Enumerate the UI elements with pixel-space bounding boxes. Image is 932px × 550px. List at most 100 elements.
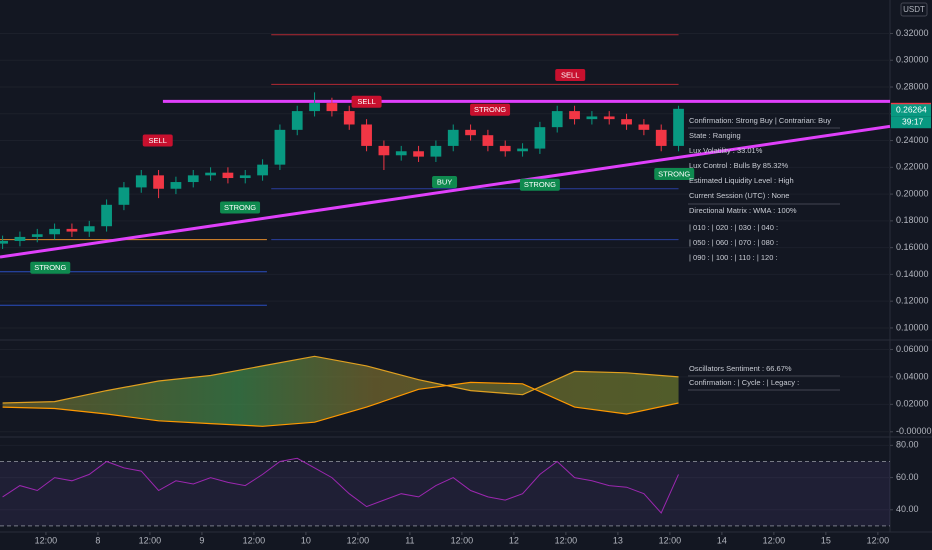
signal-label [220, 201, 261, 214]
candle-body [673, 108, 684, 146]
x-tick-label: 12:00 [451, 535, 474, 545]
x-tick-label: 15 [821, 535, 831, 545]
price-badge-text: 0.26264 [896, 104, 927, 114]
y-tick-label: 0.30000 [896, 55, 929, 65]
signal-text: SELL [561, 70, 579, 79]
candle-body [482, 135, 494, 146]
x-tick-label: 12:00 [659, 535, 682, 545]
x-tick-label: 13 [613, 535, 623, 545]
x-tick-label: 12:00 [139, 535, 162, 545]
x-tick-label: 14 [717, 535, 727, 545]
candle-body [222, 172, 234, 179]
x-tick-label: 12:00 [347, 535, 370, 545]
x-tick-label: 12:00 [243, 535, 266, 545]
signal-text: SELL [357, 97, 375, 106]
y-tick-label: 0.06000 [896, 344, 929, 354]
dashboard-line: | 010 : | 020 : | 030 : | 040 : [689, 223, 778, 232]
signal-text: STRONG [658, 170, 690, 179]
y-tick-label: 0.32000 [896, 28, 929, 38]
signal-text: STRONG [474, 105, 506, 114]
candle-body [343, 111, 355, 125]
dashboard-line: Lux Control : Bulls By 85.32% [689, 161, 789, 170]
candle-body [83, 226, 95, 232]
signal-text: STRONG [524, 180, 556, 189]
rsi-line [2, 457, 679, 514]
dashboard-line: Oscillators Sentiment : 66.67% [689, 364, 792, 373]
candle-body [621, 119, 632, 125]
signal-label [654, 168, 695, 181]
y-tick-label: 0.04000 [896, 371, 929, 381]
candle-body [465, 129, 476, 136]
dashboard-line: Estimated Liquidity Level : High [689, 176, 794, 185]
signal-text: STRONG [224, 203, 256, 212]
dashboard-line: State : Ranging [689, 131, 741, 140]
y-tick-label: 80.00 [896, 440, 919, 450]
dashboard-line: Current Session (UTC) : None [689, 191, 789, 200]
x-tick-label: 12:00 [555, 535, 578, 545]
candle-body [291, 111, 303, 130]
currency: USDT [903, 5, 925, 14]
candle-body [135, 175, 147, 188]
candle-body [534, 127, 546, 149]
candle-body [326, 103, 338, 112]
dashboard-line: Confirmation: Strong Buy | Contrarian: B… [689, 116, 831, 125]
y-tick-label: 0.18000 [896, 215, 929, 225]
candle-body [205, 172, 216, 176]
y-tick-label: 0.02000 [896, 399, 929, 409]
y-tick-label: 0.28000 [896, 81, 929, 91]
trend-line [0, 124, 891, 259]
candle-body [274, 129, 286, 165]
signal-text: SELL [149, 136, 167, 145]
y-tick-label: 0.16000 [896, 242, 929, 252]
y-tick-label: 60.00 [896, 472, 919, 482]
signal-label [30, 261, 71, 274]
price-badge [891, 104, 931, 117]
x-tick-label: 9 [199, 535, 204, 545]
band-line [2, 355, 679, 404]
band-fill [2, 356, 679, 427]
signal-label [470, 103, 511, 116]
x-tick-label: 12:00 [763, 535, 786, 545]
candle-body [551, 111, 563, 128]
candle-body [603, 116, 615, 120]
y-tick-label: -0.00000 [896, 426, 932, 436]
dashboard-line: Confirmation : | Cycle : | Legacy : [689, 378, 799, 387]
dashboard-line: Directional Matrix : WMA : 100% [689, 206, 797, 215]
y-tick-label: 40.00 [896, 504, 919, 514]
y-tick-label: 0.10000 [896, 322, 929, 332]
band-line [2, 381, 679, 427]
dashboard-line: | 090 : | 100 : | 110 : | 120 : [689, 253, 778, 262]
signal-text: BUY [437, 178, 452, 187]
candle-body [49, 228, 60, 235]
candle-body [655, 129, 667, 146]
candle-body [638, 124, 650, 130]
candle-body [14, 236, 26, 241]
candle-body [378, 145, 390, 156]
currency-box[interactable] [900, 2, 928, 17]
candle-body [447, 129, 459, 146]
signal-label [519, 178, 560, 191]
x-tick-label: 11 [405, 535, 414, 545]
dashboard-line: | 050 : | 060 : | 070 : | 080 : [689, 238, 778, 247]
signal-label [555, 68, 586, 81]
candle-body [66, 228, 78, 232]
candle-body [0, 240, 8, 244]
candle-body [413, 151, 424, 157]
candle-body [257, 164, 268, 176]
candle-body [170, 182, 182, 189]
signal-label [142, 134, 173, 147]
rsi-band [0, 461, 890, 526]
x-tick-label: 12:00 [867, 535, 890, 545]
x-tick-label: 12 [509, 535, 519, 545]
candle-body [430, 145, 442, 157]
candle-body [569, 111, 580, 120]
signal-label [351, 95, 382, 108]
countdown: 39:17 [902, 116, 924, 126]
candle-body [187, 175, 199, 183]
candle-body [118, 187, 130, 205]
y-tick-label: 0.12000 [896, 296, 929, 306]
x-tick-label: 10 [301, 535, 311, 545]
candle-body [239, 175, 251, 179]
y-tick-label: 0.14000 [896, 269, 929, 279]
candle-body [101, 204, 112, 227]
